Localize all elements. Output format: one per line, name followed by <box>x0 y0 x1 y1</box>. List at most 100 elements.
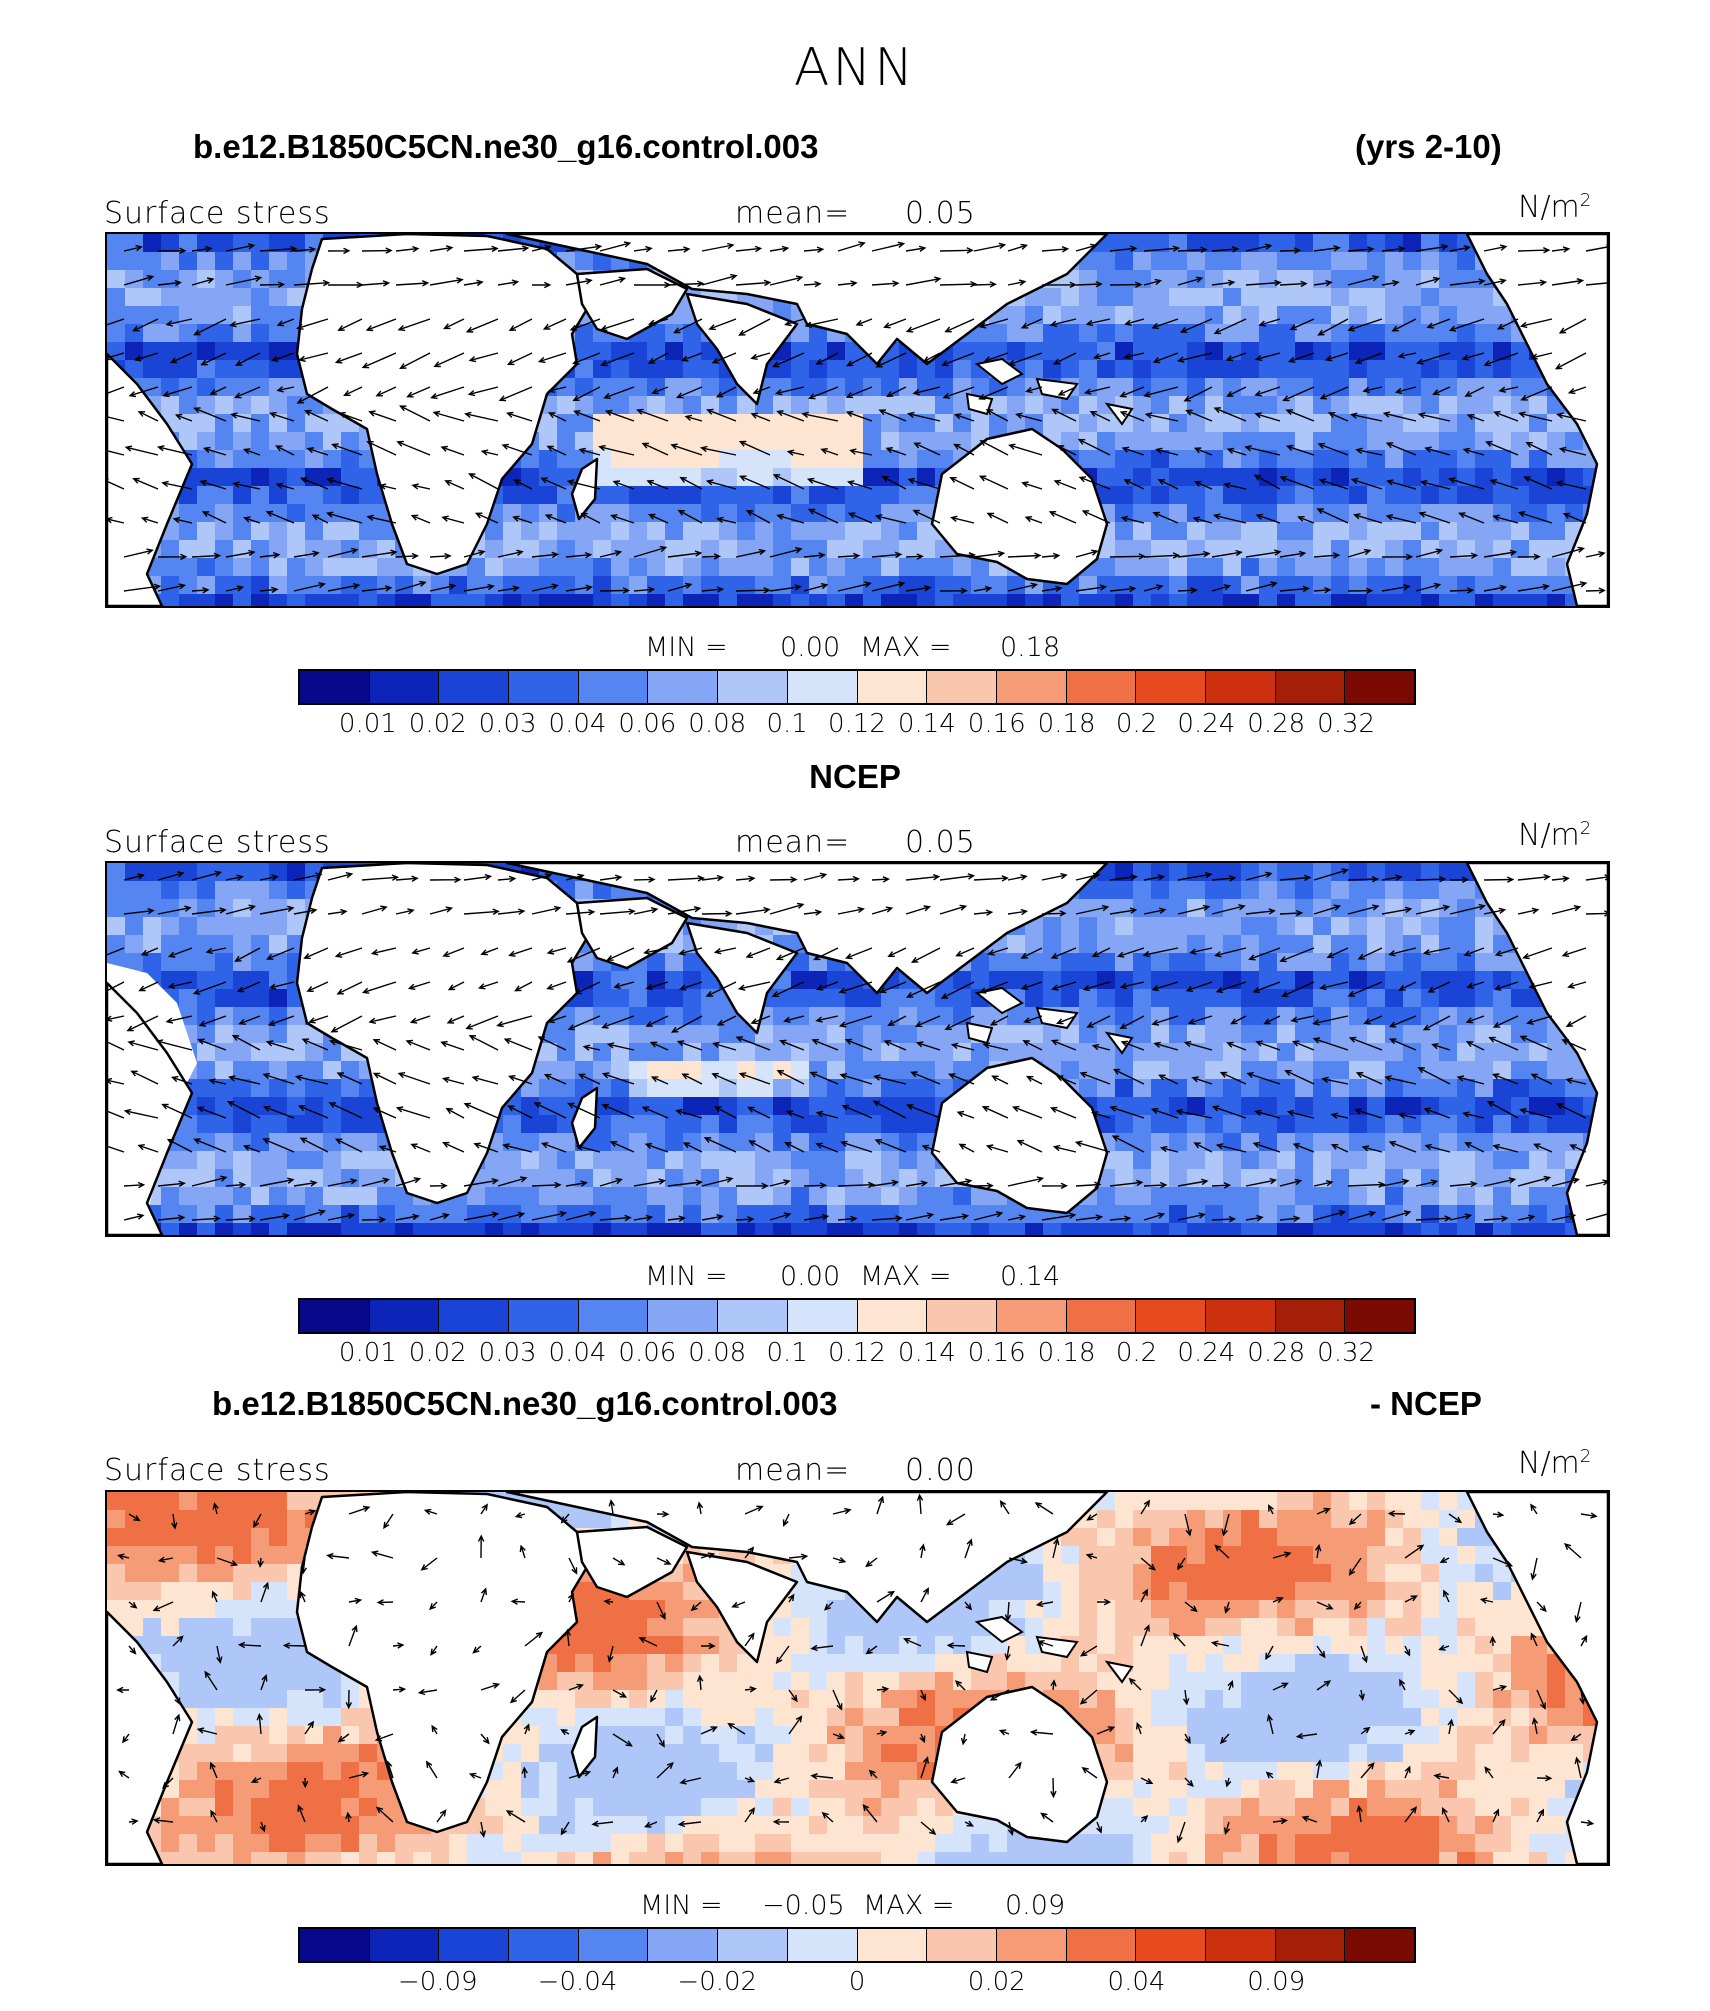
panel3-max-value: 0.09 <box>1005 1890 1066 1921</box>
panel2-max-value: 0.14 <box>1000 1261 1061 1292</box>
arabia-landmass <box>575 267 689 341</box>
colorbar-tick-label: 0.02 <box>408 709 467 739</box>
colorbar-tick-label: 0.18 <box>1037 709 1096 739</box>
colorbar-swatch <box>927 671 997 703</box>
colorbar-tick-label: 0.06 <box>618 1338 677 1368</box>
island-landmass <box>965 1650 994 1674</box>
island-landmass <box>965 1021 994 1045</box>
india-landmass <box>685 921 799 1035</box>
colorbar-tick-label: 0.01 <box>338 1338 397 1368</box>
colorbar-tick-label: 0.12 <box>828 709 886 739</box>
colorbar-swatch <box>996 1929 1067 1961</box>
panel2-max-label: MAX = <box>860 1261 952 1292</box>
panel3-minus-label: - NCEP <box>1370 1385 1482 1422</box>
island-landmass <box>974 357 1024 386</box>
island-landmass <box>974 1615 1024 1644</box>
panel2-map <box>105 861 1610 1237</box>
panel2-variable-label: Surface stress <box>104 825 331 860</box>
south-america-west-landmass <box>107 981 194 1235</box>
colorbar-tick-label: 0.12 <box>828 1338 886 1368</box>
panel2-min-value: 0.00 <box>780 1261 841 1292</box>
colorbar-swatch <box>718 671 788 703</box>
colorbar-swatch <box>1345 1300 1414 1332</box>
colorbar-swatch <box>927 1929 997 1961</box>
asia-landmass <box>505 234 1109 366</box>
colorbar-swatch <box>648 1300 719 1332</box>
panel2-mean-value: 0.05 <box>905 825 976 860</box>
colorbar-tick-label: 0.02 <box>408 1338 467 1368</box>
panel1-min-value: 0.00 <box>780 632 841 663</box>
island-landmass <box>1035 1006 1079 1030</box>
colorbar-swatch <box>648 671 719 703</box>
australia-landmass <box>930 427 1109 586</box>
madagascar-landmass <box>570 1715 599 1779</box>
south-america-west-landmass <box>107 1610 194 1864</box>
colorbar-tick-label: 0 <box>848 1967 866 1997</box>
colorbar-swatch <box>509 671 579 703</box>
colorbar-swatch <box>439 1300 510 1332</box>
india-landmass <box>685 292 799 406</box>
panel3-map-svg <box>107 1492 1608 1864</box>
colorbar-swatch <box>369 671 440 703</box>
africa-landmass <box>295 234 589 576</box>
americas-landmass <box>1465 234 1608 606</box>
colorbar-swatch <box>787 1300 858 1332</box>
panel3-colorbar-ticks: −0.09 −0.04 −0.02 0 0.02 0.04 0.09 <box>298 1967 1416 1997</box>
island-landmass <box>1104 1660 1134 1684</box>
asia-landmass <box>505 863 1109 995</box>
panel1-map <box>105 232 1610 608</box>
colorbar-swatch <box>648 1929 719 1961</box>
panel1-years-label: (yrs 2-10) <box>1355 128 1502 165</box>
colorbar-swatch <box>369 1929 440 1961</box>
panel3-max-label: MAX = <box>863 1890 955 1921</box>
colorbar-swatch <box>1345 1929 1414 1961</box>
island-landmass <box>1035 1635 1079 1659</box>
colorbar-tick-label: 0.01 <box>338 709 397 739</box>
colorbar-swatch <box>578 1929 649 1961</box>
madagascar-landmass <box>570 457 599 521</box>
panel1-min-label: MIN = <box>645 632 728 663</box>
stress-vectors <box>107 241 1608 595</box>
south-america-west-landmass <box>107 352 194 606</box>
americas-landmass <box>1465 863 1608 1235</box>
colorbar-swatch <box>1345 671 1414 703</box>
panel2-map-svg <box>107 863 1608 1235</box>
colorbar-swatch <box>369 1300 440 1332</box>
arabia-landmass <box>575 896 689 970</box>
colorbar-swatch <box>1066 1300 1137 1332</box>
colorbar-swatch <box>787 1929 858 1961</box>
panel1-colorbar <box>298 669 1416 705</box>
americas-landmass <box>1465 1492 1608 1864</box>
panel3-colorbar <box>298 1927 1416 1963</box>
colorbar-swatch <box>1275 1929 1346 1961</box>
colorbar-tick-label: 0.32 <box>1317 1338 1376 1368</box>
panel3-min-value: −0.05 <box>762 1890 845 1921</box>
panel1-map-svg <box>107 234 1608 606</box>
panel3-unit: N/m2 <box>1518 1446 1592 1481</box>
colorbar-tick-label: 0.16 <box>967 1338 1026 1368</box>
coastlines <box>107 234 1608 606</box>
island-landmass <box>1104 1031 1134 1055</box>
panel3-mean-value: 0.00 <box>905 1453 976 1488</box>
colorbar-swatch <box>1275 1300 1346 1332</box>
colorbar-tick-label: 0.28 <box>1247 709 1306 739</box>
panel1-max-value: 0.18 <box>1000 632 1061 663</box>
colorbar-tick-label: 0.02 <box>967 1967 1026 1997</box>
colorbar-swatch <box>509 1300 579 1332</box>
colorbar-tick-label: 0.03 <box>478 709 537 739</box>
colorbar-tick-label: 0.24 <box>1177 1338 1236 1368</box>
coastlines <box>107 863 1608 1235</box>
panel1-mean-value: 0.05 <box>905 196 976 231</box>
panel2-title: NCEP <box>809 758 901 795</box>
colorbar-tick-label: 0.1 <box>766 1338 808 1368</box>
panel3-min-label: MIN = <box>640 1890 723 1921</box>
africa-landmass <box>295 863 589 1205</box>
colorbar-tick-label: 0.09 <box>1247 1967 1306 1997</box>
panel1-case-title: b.e12.B1850C5CN.ne30_g16.control.003 <box>193 128 819 165</box>
colorbar-swatch <box>439 1929 510 1961</box>
colorbar-swatch <box>1275 671 1346 703</box>
colorbar-tick-label: 0.2 <box>1115 1338 1158 1368</box>
colorbar-tick-label: 0.24 <box>1177 709 1236 739</box>
colorbar-tick-label: 0.03 <box>478 1338 537 1368</box>
colorbar-tick-label: −0.02 <box>677 1967 758 1997</box>
